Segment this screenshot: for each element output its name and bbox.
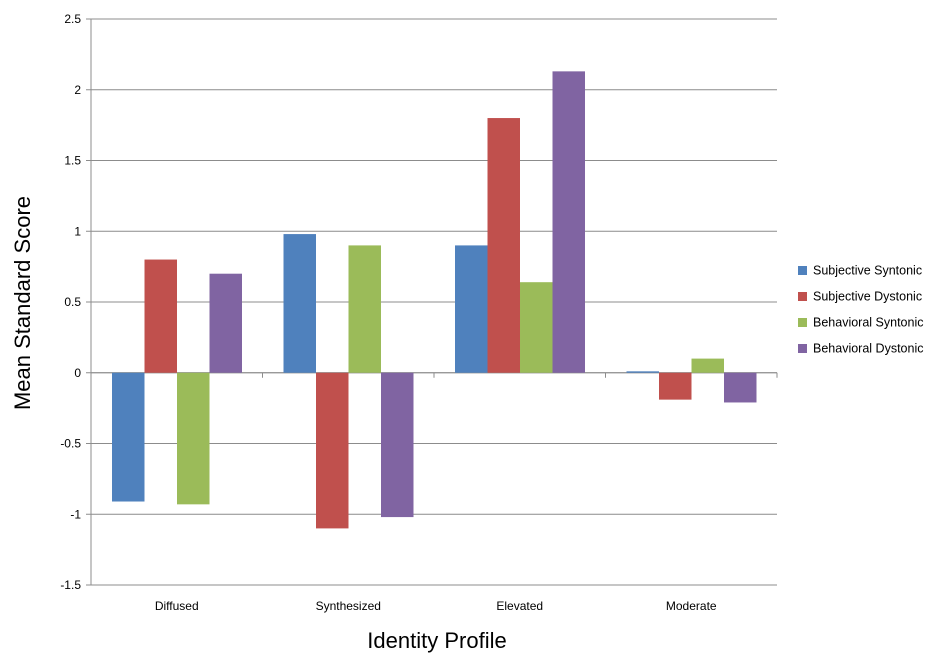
bar-behavioral-dystonic-moderate: [724, 372, 757, 403]
x-tick-label: Synthesized: [316, 599, 381, 613]
bar-behavioral-dystonic-diffused: [209, 273, 242, 373]
y-tick-label: -1: [70, 507, 81, 521]
y-tick-label: 0.5: [64, 295, 81, 309]
x-axis-title: Identity Profile: [367, 628, 506, 653]
x-tick-labels: Diffused Synthesized Elevated Moderate: [155, 599, 717, 613]
bar-subjective-dystonic-moderate: [659, 372, 692, 400]
legend-label: Behavioral Syntonic: [813, 316, 923, 330]
y-tick-labels: -1.5 -1 -0.5 0 0.5 1 1.5 2 2.5: [60, 12, 81, 592]
y-tick-label: 1: [74, 224, 81, 238]
y-tick-label: 2.5: [64, 12, 81, 26]
legend-swatch: [798, 344, 807, 353]
y-tick-label: 0: [74, 366, 81, 380]
y-tick-label: -0.5: [60, 437, 81, 451]
y-tick-label: 1.5: [64, 154, 81, 168]
y-tick-label: 2: [74, 83, 81, 97]
legend-label: Subjective Dystonic: [813, 290, 922, 304]
bar-behavioral-dystonic-synthesized: [381, 372, 414, 518]
legend-label: Subjective Syntonic: [813, 264, 922, 278]
bar-behavioral-syntonic-elevated: [520, 282, 553, 373]
legend: Subjective Syntonic Subjective Dystonic Be…: [798, 264, 923, 356]
y-axis-title: Mean Standard Score: [10, 196, 35, 410]
bar-subjective-dystonic-diffused: [144, 259, 177, 373]
x-tick-label: Diffused: [155, 599, 199, 613]
bars: [112, 71, 757, 529]
bar-subjective-dystonic-elevated: [487, 118, 520, 373]
x-tick-label: Moderate: [666, 599, 717, 613]
bar-behavioral-dystonic-elevated: [552, 71, 585, 373]
bar-behavioral-syntonic-synthesized: [348, 245, 381, 373]
bar-subjective-syntonic-synthesized: [283, 234, 316, 373]
legend-swatch: [798, 292, 807, 301]
legend-swatch: [798, 318, 807, 327]
legend-label: Behavioral Dystonic: [813, 342, 923, 356]
y-tick-label: -1.5: [60, 578, 81, 592]
bar-behavioral-syntonic-moderate: [691, 358, 724, 373]
bar-subjective-dystonic-synthesized: [316, 372, 349, 529]
bar-subjective-syntonic-elevated: [455, 245, 488, 373]
bar-behavioral-syntonic-diffused: [177, 372, 210, 505]
legend-swatch: [798, 266, 807, 275]
bar-subjective-syntonic-moderate: [626, 371, 659, 373]
x-tick-label: Elevated: [496, 599, 543, 613]
bar-subjective-syntonic-diffused: [112, 372, 145, 502]
